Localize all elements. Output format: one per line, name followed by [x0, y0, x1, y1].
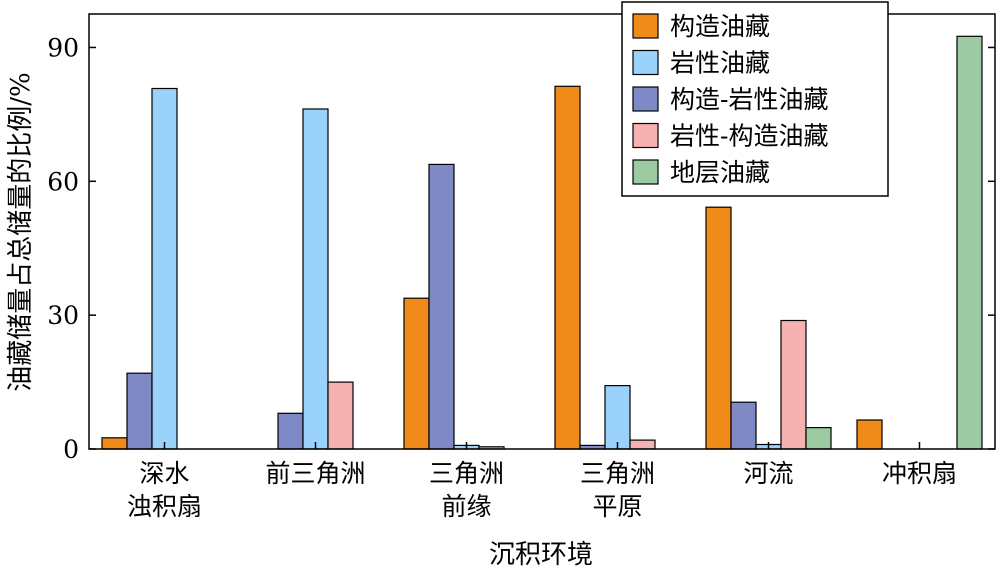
x-tick-label: 冲积扇: [882, 459, 957, 488]
bar: [428, 163, 455, 450]
x-tick-label: 深水: [139, 459, 189, 488]
bar: [629, 439, 656, 450]
bar: [403, 297, 430, 450]
y-tick-label: 0: [63, 435, 79, 464]
x-tick-label: 前缘: [441, 492, 491, 521]
legend-label: 地层油藏: [670, 158, 770, 187]
bar: [101, 437, 128, 450]
x-tick-label: 前三角洲: [265, 459, 365, 488]
bar: [554, 85, 581, 450]
bars-layer: [101, 35, 983, 450]
bar: [151, 87, 178, 450]
y-axis-title: 油藏储量占总储量的比例/%: [6, 72, 36, 391]
bar: [604, 385, 631, 450]
y-axis: 0 30 60 90: [47, 33, 995, 464]
legend-label: 岩性油藏: [670, 49, 770, 78]
plot-area: [88, 13, 996, 450]
x-tick-label: 平原: [592, 492, 642, 521]
bar: [327, 381, 354, 450]
x-tick-label: 河流: [743, 459, 793, 488]
bar: [302, 108, 329, 450]
bar: [126, 372, 153, 450]
y-tick-label: 30: [47, 301, 79, 330]
legend-label: 构造-岩性油藏: [670, 85, 828, 114]
bar: [705, 206, 732, 450]
legend-swatch: [632, 13, 659, 39]
legend-swatch: [632, 86, 659, 112]
y-tick-label: 60: [47, 167, 79, 196]
legend-box: [621, 1, 889, 197]
x-tick-label: 三角洲: [429, 459, 504, 488]
bar: [780, 319, 807, 450]
legend-label: 构造油藏: [670, 12, 770, 41]
x-axis-title: 沉积环境: [489, 540, 593, 570]
x-tick-label: 浊积扇: [127, 492, 202, 521]
bar: [277, 412, 304, 450]
bar: [856, 419, 883, 450]
legend-swatch: [632, 122, 659, 149]
legend-label: 岩性-构造油藏: [670, 122, 828, 151]
bar: [805, 427, 832, 450]
bar: [730, 401, 757, 450]
y-tick-label: 90: [47, 33, 79, 62]
x-tick-label: 三角洲: [580, 459, 655, 488]
legend-swatch: [632, 49, 659, 76]
legend-swatch: [632, 159, 659, 185]
bar: [956, 35, 983, 450]
